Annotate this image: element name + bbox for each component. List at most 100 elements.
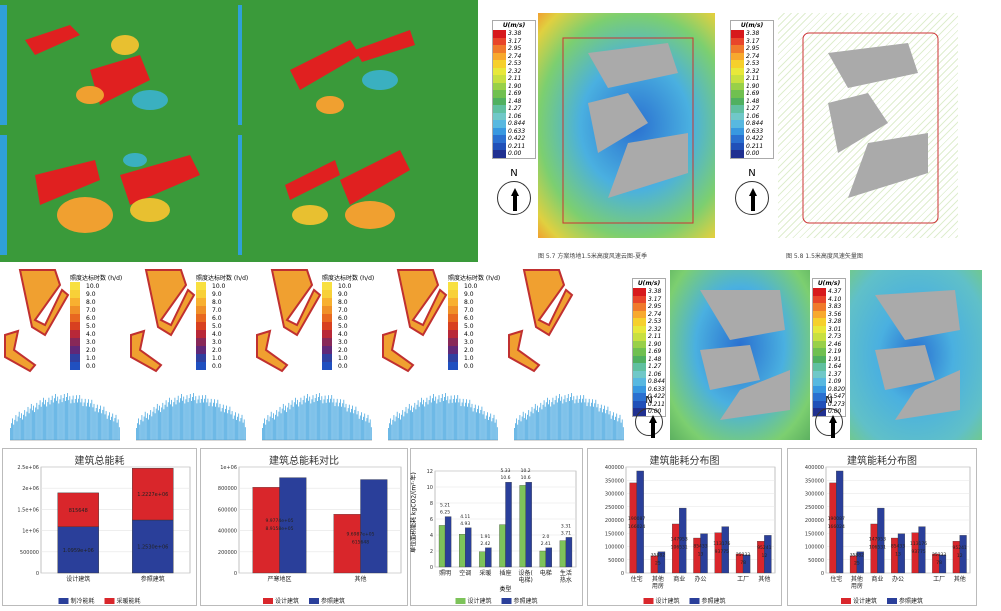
histogram-bar <box>102 409 104 440</box>
north-arrow-icon <box>497 181 531 215</box>
histogram-bar <box>396 411 398 440</box>
scale-level: 3.0 <box>196 338 251 346</box>
histogram-bar <box>298 406 300 440</box>
histogram-bar <box>94 411 96 440</box>
histogram-bar <box>233 415 235 440</box>
legend-swatch <box>309 598 319 604</box>
histogram-bar <box>265 424 267 440</box>
legend-swatch <box>455 598 466 604</box>
bar <box>505 482 512 568</box>
daylight-scale: 照度达标时数 (h/d) 10.0 9.0 8.0 7.0 6.0 5.0 4.0 3.0 2.0… <box>448 273 503 370</box>
histogram-bar <box>325 402 327 440</box>
histogram-bar <box>183 396 185 440</box>
histogram-bar <box>177 395 179 440</box>
figure-caption: 图 5.8 1.5米高度风速矢量图 <box>786 253 863 260</box>
histogram-bar <box>591 402 592 440</box>
data-label: 95241 <box>953 545 967 551</box>
histogram-bar <box>597 403 599 440</box>
x-tick-label: 严寒地区 <box>267 575 291 583</box>
histogram-bar <box>622 427 624 440</box>
histogram-bar <box>390 418 391 440</box>
scale-level: 1.27 <box>493 105 535 113</box>
histogram-bar <box>408 403 410 440</box>
x-tick-label: 参照建筑 <box>141 575 165 583</box>
x-tick-label: 其他用房 <box>851 575 863 590</box>
histogram-bar <box>572 400 574 440</box>
histogram-bar <box>175 404 177 440</box>
histogram-bar <box>105 411 107 440</box>
scale-level: 10.0 <box>448 282 503 290</box>
scale-level: 3.0 <box>70 338 125 346</box>
legend-label: 设计建筑 <box>275 597 299 605</box>
data-label: 1.2227e+06 <box>137 492 168 498</box>
scale-level: 4.0 <box>70 330 125 338</box>
bar <box>856 551 864 574</box>
x-tick-label: 空调 <box>459 569 471 577</box>
histogram-bar <box>40 406 42 440</box>
data-label: 4.93 <box>460 521 470 527</box>
histogram-bar <box>554 400 556 440</box>
y-tick-label: 400000 <box>218 529 237 535</box>
bar <box>545 547 552 568</box>
histogram-bar <box>434 400 435 440</box>
histogram-bar <box>185 399 187 440</box>
scale-level: 1.06 <box>493 112 535 120</box>
histogram-bar <box>493 414 495 440</box>
histogram-bar <box>561 396 563 440</box>
histogram-bar <box>143 416 145 440</box>
data-label: 35882 <box>850 552 864 558</box>
histogram-bar <box>77 402 78 440</box>
scale-level: 0.211 <box>633 400 665 408</box>
histogram-bar <box>243 419 245 440</box>
histogram-bar <box>239 421 241 440</box>
scale-level: 3.17 <box>493 37 535 45</box>
histogram-bar <box>182 400 183 440</box>
scale-title: 照度达标时数 (h/d) <box>448 275 501 282</box>
scale-level: 0.00 <box>493 150 535 158</box>
scale-level: 0.844 <box>731 120 773 128</box>
chart-energy-compare: 建筑总能耗对比 0 200000 400000 600000 800000 1e+06 严寒地… <box>200 448 408 606</box>
histogram-bar <box>551 402 553 440</box>
x-tick-label: 办公 <box>694 575 706 583</box>
histogram-bar <box>199 402 201 440</box>
histogram-bar <box>30 403 32 440</box>
y-tick-label: 600000 <box>218 507 237 513</box>
histogram-bar <box>58 403 60 440</box>
histogram-bar <box>66 397 67 440</box>
histogram-bar <box>104 414 106 440</box>
histogram-bar <box>367 414 369 440</box>
histogram-bar <box>402 410 404 440</box>
histogram-bar <box>206 402 208 440</box>
histogram-bar <box>593 406 594 440</box>
histogram-bar <box>614 420 615 440</box>
histogram-bar <box>412 412 413 440</box>
histogram-bar <box>211 406 213 440</box>
data-label: 25 <box>854 560 860 566</box>
histogram-bar <box>592 399 593 440</box>
daylight-histogram <box>136 393 246 441</box>
histogram-bar <box>342 403 344 440</box>
scale-level: 4.0 <box>196 330 251 338</box>
bar <box>959 535 967 574</box>
legend-swatch <box>643 598 654 604</box>
histogram-bar <box>340 399 341 440</box>
histogram-bar <box>112 413 114 440</box>
y-tick-label: 6 <box>430 517 433 523</box>
scale-level: 0.422 <box>493 135 535 143</box>
histogram-bar <box>220 411 222 440</box>
scale-level: 7.0 <box>70 306 125 314</box>
scale-level: 3.83 <box>813 303 845 311</box>
histogram-bar <box>437 399 439 440</box>
histogram-bar <box>282 403 284 440</box>
histogram-bar <box>188 398 190 440</box>
histogram-bar <box>514 428 515 440</box>
data-label: 106531 <box>869 544 886 550</box>
histogram-bar <box>101 413 103 440</box>
scale-level: 1.06 <box>731 112 773 120</box>
histogram-bar <box>12 418 13 440</box>
histogram-bar <box>425 402 427 440</box>
scale-level: 9.0 <box>70 290 125 298</box>
scale-title: 照度达标时数 (h/d) <box>70 275 123 282</box>
histogram-bar <box>544 406 546 440</box>
scale-level: 8.0 <box>196 298 251 306</box>
